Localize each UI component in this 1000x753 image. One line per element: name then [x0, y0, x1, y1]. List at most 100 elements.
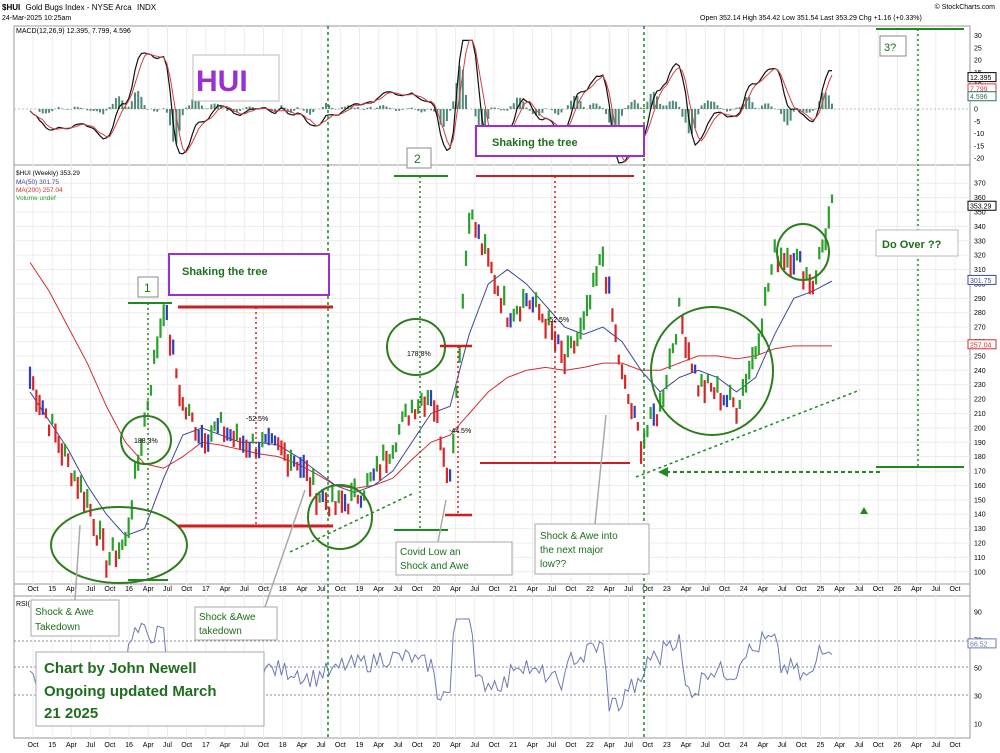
price-y-tick: 200 [974, 425, 986, 432]
price-last-label-bg [967, 200, 997, 211]
x-tick-label: 25 [817, 586, 825, 593]
x-tick-label: Apr [450, 742, 462, 749]
x-tick-label: 20 [432, 586, 440, 593]
ma200-last-label-bg [967, 339, 997, 350]
wave2-label: 2 [414, 152, 421, 166]
macd-last-label-bg [967, 72, 997, 83]
pct-178: 178.8% [407, 351, 431, 358]
x-tick-label: 26 [893, 742, 901, 749]
x-tick-label: 26 [893, 586, 901, 593]
x-tick-label: Oct [412, 586, 423, 593]
legend-hui: $HUI (Weekly) 353.29 [16, 170, 80, 177]
rsi-y-tick: 10 [974, 722, 982, 729]
x-tick-label: Jul [317, 742, 326, 749]
shock3-line1: Shock & Awe into [540, 531, 618, 542]
x-tick-label: Apr [527, 742, 539, 749]
ma50-line [29, 268, 833, 537]
x-tick-label: Jul [470, 586, 479, 593]
price-y-tick: 320 [974, 253, 986, 260]
pct-44: -44.5% [449, 428, 471, 435]
x-tick-label: Jul [86, 586, 95, 593]
price-y-tick: 250 [974, 353, 986, 360]
shock2-box [194, 606, 278, 641]
price-y-tick: 310 [974, 267, 986, 274]
shaking1-box [168, 253, 330, 296]
price-y-tick: 140 [974, 512, 986, 519]
y-axes: 3703603503403303203103002902802702602502… [967, 33, 997, 729]
wave3-label: 3? [884, 42, 896, 54]
macd-y-tick: 30 [974, 33, 982, 40]
rsi-last-label: 66.52 [970, 641, 988, 648]
ma200-line [29, 262, 832, 489]
circle-2024-peak [776, 223, 830, 281]
legend-volume: Volume undef [16, 195, 56, 202]
x-tick-label: Oct [950, 586, 961, 593]
header-exchange: INDX [137, 3, 157, 12]
credit-line2: Ongoing updated March [44, 683, 217, 700]
x-tick-label: Jul [547, 742, 556, 749]
x-tick-label: Oct [873, 742, 884, 749]
x-tick-label: 20 [432, 742, 440, 749]
x-tick-label: Jul [701, 742, 710, 749]
x-tick-label: Apr [66, 586, 78, 593]
shock3-line3: low?? [540, 559, 567, 570]
header-credit: © StockCharts.com [935, 3, 996, 11]
x-tick-label: Apr [681, 586, 693, 593]
x-tick-label: Oct [719, 586, 730, 593]
price-panel: $HUI (Weekly) 353.29 MA(50) 301.75 MA(20… [16, 170, 834, 578]
x-tick-label: Jul [393, 742, 402, 749]
price-y-tick: 370 [974, 181, 986, 188]
x-tick-label: Apr [220, 742, 232, 749]
x-tick-label: Jul [778, 742, 787, 749]
x-tick-label: Apr [834, 742, 846, 749]
header-symbol: $HUI [2, 3, 20, 12]
shaking2-label: Shaking the tree [492, 137, 578, 149]
pct-52a: -52.5% [246, 416, 268, 423]
wave2-box [406, 147, 432, 169]
annotations: 1 188.3% Shaking the tree -52.5% 2 178.8… [30, 26, 964, 738]
x-tick-label: Oct [258, 742, 269, 749]
macd-y-tick: 0 [974, 107, 978, 114]
x-tick-label: Jul [854, 586, 863, 593]
x-tick-label: 17 [202, 586, 210, 593]
x-tick-label: Jul [931, 742, 940, 749]
price-y-tick: 360 [974, 195, 986, 202]
price-last-label: 353.29 [970, 204, 992, 211]
x-tick-label: Oct [181, 586, 192, 593]
header-name: Gold Bugs Index - NYSE Arca [25, 3, 132, 12]
macd-y-tick: -5 [974, 119, 980, 126]
circle-2023-base [650, 306, 774, 436]
x-tick-label: 24 [740, 742, 748, 749]
x-tick-label: Jul [931, 586, 940, 593]
x-tick-label: Jul [701, 586, 710, 593]
wave3-box [879, 35, 907, 57]
covid-line2: Shock and Awe [400, 561, 469, 572]
svg-text:$HUI Gold Bugs Index - NYS: $HUI Gold Bugs Index - NYSE Arca INDX [2, 3, 157, 12]
x-tick-label: Oct [489, 742, 500, 749]
x-tick-label: Oct [796, 742, 807, 749]
price-y-tick: 150 [974, 497, 986, 504]
circle-188 [120, 415, 172, 465]
x-tick-label: 15 [48, 742, 56, 749]
x-tick-label: Jul [240, 586, 249, 593]
macd-y-tick: 20 [974, 58, 982, 65]
x-tick-label: 16 [125, 742, 133, 749]
x-tick-label: Oct [642, 586, 653, 593]
circle-2015-low [50, 506, 188, 584]
price-y-tick: 120 [974, 541, 986, 548]
ma200-last-label: 257.04 [970, 342, 992, 349]
x-tick-label: 22 [586, 742, 594, 749]
x-tick-label: Apr [296, 586, 308, 593]
do-over-box [875, 229, 959, 257]
do-over-label: Do Over ?? [882, 239, 942, 251]
legend-ma50: MA(50) 301.75 [16, 179, 59, 186]
x-tick-label: 21 [509, 742, 517, 749]
x-tick-label: Oct [412, 742, 423, 749]
covid-line1: Covid Low an [400, 547, 461, 558]
rsi-y-tick: 30 [974, 694, 982, 701]
circle-2018-low [307, 484, 373, 550]
x-tick-label: 19 [356, 742, 364, 749]
x-tick-label: 21 [509, 586, 517, 593]
x-tick-label: Jul [470, 742, 479, 749]
